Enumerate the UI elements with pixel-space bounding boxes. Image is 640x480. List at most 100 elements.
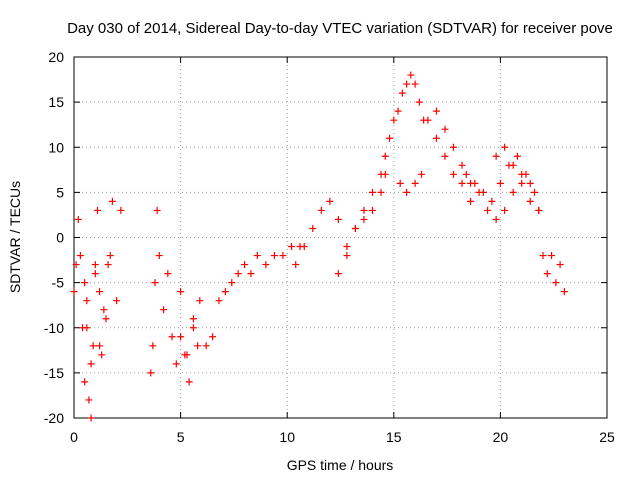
data-point (309, 224, 317, 232)
data-point (560, 288, 568, 296)
data-point (160, 306, 168, 314)
data-point (247, 270, 255, 278)
data-point (102, 315, 110, 323)
y-tick-label: -5 (52, 275, 65, 291)
data-point (360, 215, 368, 223)
y-tick-label: 15 (48, 94, 64, 110)
data-point (253, 252, 261, 260)
y-tick-label: 0 (56, 230, 64, 246)
grid-lines (74, 57, 607, 418)
data-point (234, 270, 242, 278)
data-point (424, 116, 432, 124)
data-point (492, 215, 500, 223)
data-point (386, 134, 394, 142)
data-point (449, 170, 457, 178)
data-point (462, 170, 470, 178)
y-tick-label: 10 (48, 139, 64, 155)
data-point (96, 288, 104, 296)
data-point (526, 179, 534, 187)
data-point (76, 252, 84, 260)
data-point (415, 98, 423, 106)
data-point (543, 270, 551, 278)
data-point (467, 197, 475, 205)
data-point (189, 324, 197, 332)
data-point (432, 107, 440, 115)
data-point (113, 297, 121, 305)
data-point (488, 197, 496, 205)
data-point (177, 288, 185, 296)
data-point (501, 206, 509, 214)
data-point (228, 279, 236, 287)
data-point (334, 270, 342, 278)
data-point (209, 333, 217, 341)
y-tick-label: -20 (44, 410, 64, 426)
data-point (155, 252, 163, 260)
data-point (202, 342, 210, 350)
data-point (407, 71, 415, 79)
data-point (377, 188, 385, 196)
data-point (479, 188, 487, 196)
data-point (526, 197, 534, 205)
data-point (368, 188, 376, 196)
data-point (89, 342, 97, 350)
data-point (398, 89, 406, 97)
data-point (509, 188, 517, 196)
x-tick-label: 20 (493, 429, 509, 445)
data-point (104, 261, 112, 269)
data-point (108, 197, 116, 205)
data-point (458, 179, 466, 187)
data-point (87, 414, 95, 422)
data-point (552, 279, 560, 287)
data-point (556, 261, 564, 269)
data-point (492, 152, 500, 160)
data-point (279, 252, 287, 260)
data-point (87, 360, 95, 368)
data-point (403, 188, 411, 196)
data-point (196, 297, 204, 305)
data-point (100, 306, 108, 314)
data-point (287, 243, 295, 251)
plot-frame (73, 56, 608, 419)
data-point (535, 206, 543, 214)
data-point (83, 297, 91, 305)
data-point (381, 152, 389, 160)
data-point (72, 261, 80, 269)
data-point (484, 206, 492, 214)
data-point (83, 324, 91, 332)
data-point (509, 161, 517, 169)
data-point (449, 143, 457, 151)
data-point (270, 252, 278, 260)
data-point (96, 342, 104, 350)
y-axis-label: SDTVAR / TECUs (7, 181, 23, 293)
data-point (317, 206, 325, 214)
x-tick-label: 10 (279, 429, 295, 445)
y-tick-label: 20 (48, 49, 64, 65)
data-point (403, 80, 411, 88)
x-axis-label: GPS time / hours (287, 457, 394, 473)
data-point (518, 179, 526, 187)
data-point (411, 80, 419, 88)
data-point (81, 279, 89, 287)
data-point (215, 297, 223, 305)
data-point (147, 369, 155, 377)
data-point (292, 261, 300, 269)
data-point (418, 170, 426, 178)
data-point (513, 152, 521, 160)
data-point (351, 224, 359, 232)
data-point (334, 215, 342, 223)
data-point (149, 342, 157, 350)
data-point (98, 351, 106, 359)
data-point (183, 351, 191, 359)
data-point (522, 170, 530, 178)
data-point (74, 215, 82, 223)
data-point (93, 206, 101, 214)
data-point (471, 179, 479, 187)
y-tick-label: -10 (44, 320, 64, 336)
data-point (501, 143, 509, 151)
x-tick-label: 0 (70, 429, 78, 445)
data-point (85, 396, 93, 404)
y-tick-label: 5 (56, 184, 64, 200)
data-point (326, 197, 334, 205)
data-point (496, 179, 504, 187)
